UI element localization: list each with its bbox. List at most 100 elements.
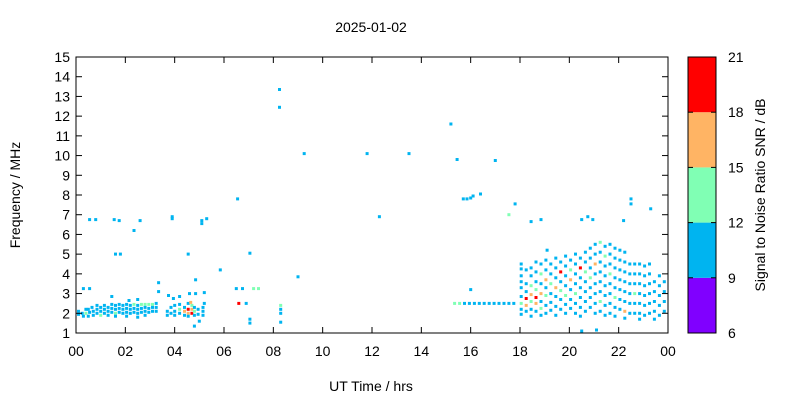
colorbar-tick-label: 21 (728, 49, 744, 65)
data-point (147, 310, 151, 314)
data-point (77, 312, 80, 316)
data-point (598, 300, 602, 303)
data-point (189, 300, 193, 304)
data-point (529, 293, 533, 297)
data-point (588, 256, 592, 260)
colorbar-ticks: 6 9 12 15 18 21 (688, 49, 744, 341)
data-point (578, 314, 582, 318)
data-point (125, 302, 129, 306)
data-point (564, 264, 568, 268)
data-point (652, 290, 656, 294)
y-tick-label: 6 (62, 226, 70, 242)
data-point (648, 282, 651, 286)
data-point (463, 301, 466, 305)
data-point (580, 218, 584, 222)
data-point (84, 311, 88, 315)
data-point (110, 295, 114, 298)
data-point (628, 292, 632, 296)
data-point (237, 301, 241, 305)
y-tick-label: 9 (62, 167, 70, 183)
data-point (613, 276, 617, 280)
data-point (586, 215, 590, 219)
data-point (136, 307, 140, 311)
data-point (657, 303, 661, 307)
y-tick-label: 2 (62, 305, 70, 321)
data-point (183, 305, 186, 309)
y-tick-label: 5 (62, 246, 70, 262)
data-point (648, 272, 651, 276)
data-point (136, 303, 140, 307)
data-point (574, 272, 577, 276)
plot-frame (75, 56, 669, 334)
data-point (121, 311, 125, 315)
data-point (564, 311, 568, 315)
data-point (165, 309, 169, 313)
data-point (643, 274, 647, 278)
data-point (549, 262, 553, 266)
data-point (234, 287, 238, 291)
data-point (554, 304, 558, 308)
data-point (117, 310, 121, 314)
data-point (534, 301, 538, 305)
data-point (143, 309, 147, 313)
data-point (564, 274, 568, 278)
colorbar-label: Signal to Noise Ratio SNR / dB (752, 99, 768, 292)
data-point (657, 294, 661, 297)
data-point (608, 301, 612, 305)
data-point (648, 311, 651, 315)
data-point (638, 317, 642, 321)
data-point (613, 305, 617, 309)
data-point (633, 292, 637, 296)
y-tick-label: 1 (62, 325, 70, 341)
data-point (648, 301, 651, 305)
data-point (117, 219, 121, 223)
data-point (583, 300, 587, 303)
data-point (279, 303, 283, 307)
data-point (544, 303, 548, 307)
data-point (106, 305, 110, 309)
data-point (201, 313, 205, 317)
x-tick-label: 04 (167, 343, 183, 359)
data-point (127, 299, 131, 302)
data-point (121, 303, 125, 307)
data-point (643, 303, 647, 307)
data-point (449, 122, 453, 126)
data-point (554, 266, 558, 270)
data-point (170, 215, 174, 219)
data-point (613, 246, 617, 250)
data-point (583, 260, 587, 264)
data-point (147, 306, 151, 310)
y-tick-label: 3 (62, 286, 70, 302)
data-point (603, 313, 607, 317)
data-point (583, 309, 587, 313)
data-point (652, 309, 656, 313)
data-point (302, 152, 306, 156)
data-point (110, 306, 114, 310)
data-point (157, 281, 161, 285)
data-point (183, 309, 186, 313)
data-point (623, 270, 627, 274)
data-point (549, 300, 553, 304)
data-point (638, 292, 642, 296)
data-point (173, 309, 177, 313)
data-point (574, 301, 577, 305)
data-point (151, 302, 154, 306)
y-tick-label: 8 (62, 187, 70, 203)
data-point (524, 303, 528, 307)
data-point (151, 309, 154, 313)
data-point (588, 266, 592, 270)
data-point (201, 309, 205, 313)
data-point (519, 262, 523, 266)
data-point (132, 306, 136, 310)
data-point (628, 272, 632, 276)
data-point (603, 294, 607, 297)
data-point (539, 313, 543, 317)
data-point (578, 305, 582, 309)
data-point (186, 301, 190, 305)
data-point (519, 295, 523, 298)
y-tick-label: 14 (54, 69, 70, 85)
data-point (102, 311, 106, 315)
data-point (623, 300, 627, 303)
data-point (114, 252, 117, 256)
